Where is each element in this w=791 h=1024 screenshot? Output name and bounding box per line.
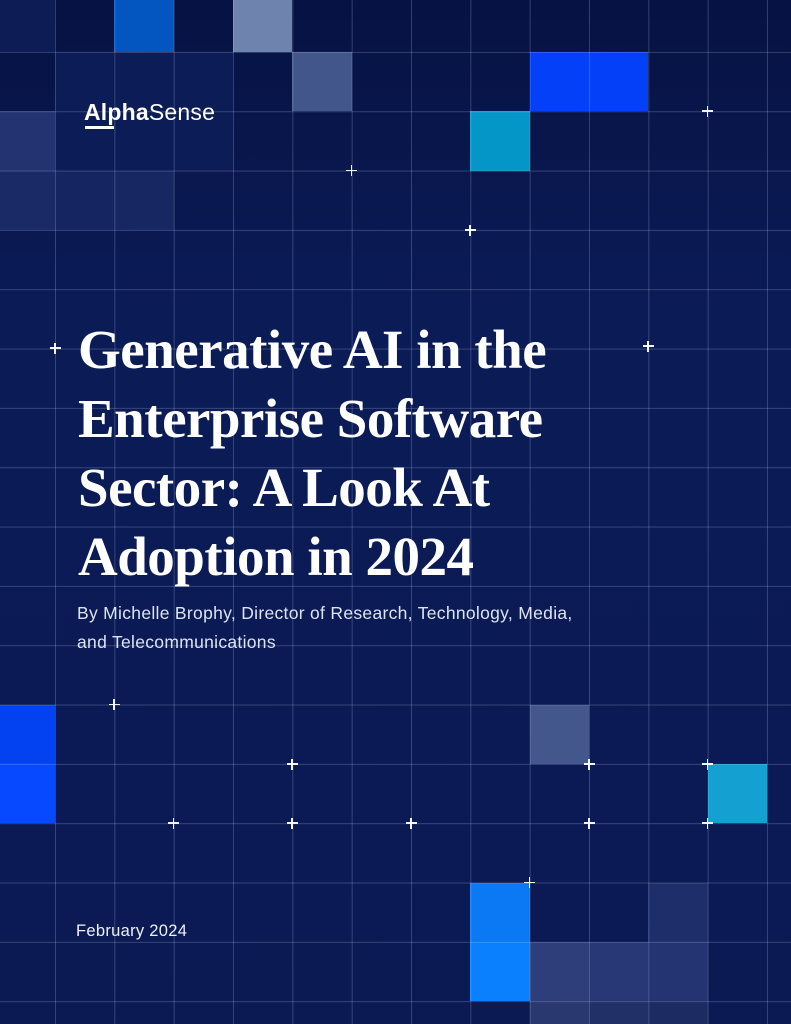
mosaic-square [470, 941, 530, 1002]
report-byline: By Michelle Brophy, Director of Research… [77, 599, 667, 657]
alphasense-logo: AlphaSense [84, 99, 216, 129]
mosaic-square [0, 763, 56, 824]
mosaic-square [0, 704, 56, 764]
mosaic-square [589, 941, 649, 1002]
mosaic-square [648, 941, 708, 1002]
plus-marker [583, 817, 595, 829]
mosaic-square [0, 170, 56, 230]
plus-marker [49, 342, 61, 354]
mosaic-square [233, 0, 293, 52]
byline-line-2: and Telecommunications [77, 632, 276, 652]
plus-marker [702, 758, 714, 770]
logo-text-sense: Sense [148, 99, 216, 125]
mosaic-square [648, 1001, 708, 1024]
plus-marker [286, 817, 298, 829]
plus-marker [405, 817, 417, 829]
plus-marker [702, 817, 714, 829]
mosaic-square [529, 941, 589, 1002]
plus-marker [583, 758, 595, 770]
mosaic-square [470, 882, 530, 942]
mosaic-square [55, 170, 115, 230]
byline-line-1: By Michelle Brophy, Director of Research… [77, 603, 573, 623]
mosaic-square [589, 1001, 649, 1024]
title-line-3: Sector: A Look At [78, 457, 490, 518]
title-line-1: Generative AI in the [78, 319, 547, 380]
publication-date: February 2024 [76, 922, 188, 940]
plus-marker [642, 340, 654, 352]
mosaic-square [529, 704, 589, 764]
mosaic-square [114, 170, 174, 230]
plus-marker [464, 224, 476, 236]
plus-marker [108, 699, 120, 711]
logo-text-alpha: Alpha [84, 99, 149, 125]
plus-marker [346, 165, 358, 177]
mosaic-square [114, 0, 174, 52]
mosaic-square [0, 0, 56, 52]
plus-marker [524, 877, 536, 889]
mosaic-square [707, 763, 767, 824]
mosaic-square [55, 51, 233, 171]
plus-marker [168, 817, 180, 829]
plus-marker [286, 758, 298, 770]
mosaic-square [648, 882, 708, 942]
title-line-4: Adoption in 2024 [78, 526, 474, 587]
logo-underline [85, 126, 114, 129]
report-title: Generative AI in the Enterprise Software… [78, 315, 547, 591]
mosaic-square [470, 111, 530, 171]
mosaic-square [0, 111, 56, 171]
mosaic-square [529, 1001, 589, 1024]
plus-marker [702, 105, 714, 117]
mosaic-square [529, 51, 649, 112]
title-line-2: Enterprise Software [78, 388, 543, 449]
mosaic-square [292, 51, 352, 112]
